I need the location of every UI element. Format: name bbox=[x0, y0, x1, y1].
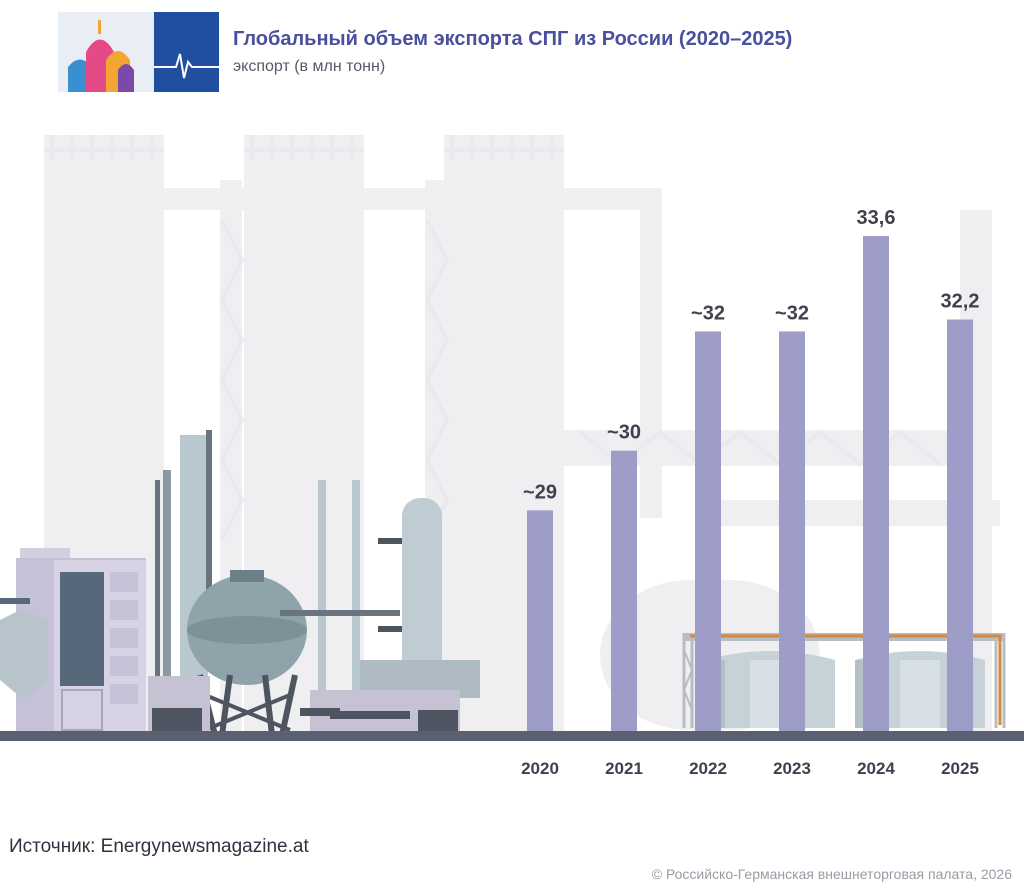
bar-2021 bbox=[611, 450, 637, 731]
value-label-2025: 32,2 bbox=[941, 290, 980, 312]
value-label-2021: ~30 bbox=[607, 422, 641, 444]
bar-2025 bbox=[947, 319, 973, 731]
x-tick-label-2022: 2022 bbox=[689, 759, 727, 778]
source-note: Источник: Energynewsmagazine.at bbox=[9, 836, 309, 857]
x-axis-labels: 2020 2021 2022 2023 2024 2025 bbox=[521, 759, 979, 778]
ground-baseline bbox=[0, 731, 1024, 741]
copyright-note: © Российско-Германская внешнеторговая па… bbox=[651, 866, 1012, 882]
chart-subtitle: экспорт (в млн тонн) bbox=[233, 58, 386, 75]
x-tick-label-2024: 2024 bbox=[857, 759, 895, 778]
bars bbox=[527, 236, 973, 731]
value-label-2020: ~29 bbox=[523, 481, 557, 503]
bar-2023 bbox=[779, 331, 805, 731]
x-tick-label-2021: 2021 bbox=[605, 759, 643, 778]
x-tick-label-2023: 2023 bbox=[773, 759, 811, 778]
bar-2020 bbox=[527, 510, 553, 731]
value-label-2024: 33,6 bbox=[857, 207, 896, 229]
x-tick-label-2020: 2020 bbox=[521, 759, 559, 778]
bar-2022 bbox=[695, 331, 721, 731]
value-label-2023: ~32 bbox=[775, 302, 809, 324]
chamber-logo bbox=[58, 12, 219, 92]
value-label-2022: ~32 bbox=[691, 302, 725, 324]
x-tick-label-2025: 2025 bbox=[941, 759, 979, 778]
value-labels: ~29 ~30 ~32 ~32 33,6 32,2 bbox=[523, 207, 979, 503]
chart-title: Глобальный объем экспорта СПГ из России … bbox=[233, 28, 793, 50]
bar-2024 bbox=[863, 236, 889, 731]
refinery-illustration bbox=[0, 430, 480, 736]
